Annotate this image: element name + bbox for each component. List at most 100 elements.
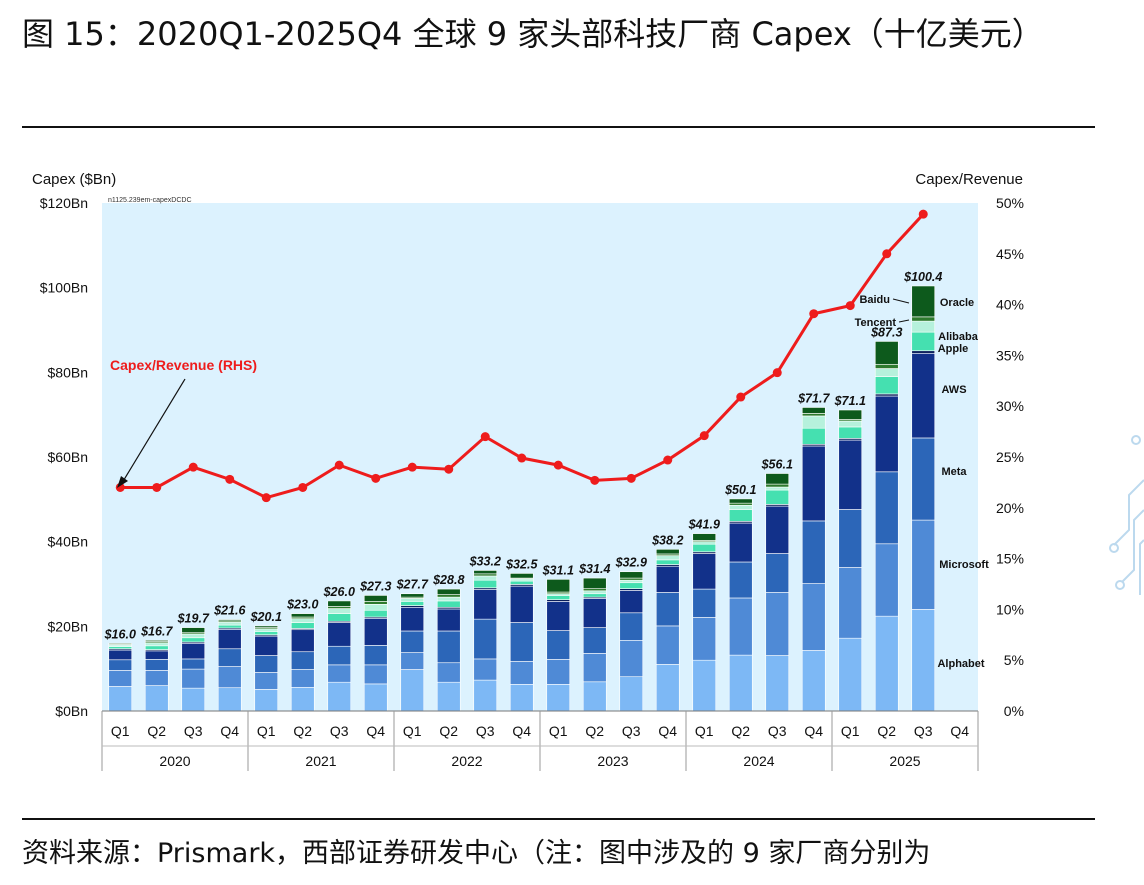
ratio-point — [444, 464, 454, 474]
y-tick-right: 5% — [1004, 652, 1024, 668]
total-labels: $16.0 $16.7 $19.7$21.6 $20.1 $23.0 $26.0 $27.3… — [104, 270, 943, 641]
total-label: $27.3 — [359, 579, 391, 593]
bar-segment-tencent — [509, 578, 534, 582]
ratio-point — [736, 392, 746, 402]
bar-segment-alphabet — [181, 687, 206, 712]
bar-segment-alphabet — [692, 659, 717, 712]
bar-segment-oracle — [546, 579, 571, 593]
x-tick-quarter: Q4 — [220, 723, 239, 739]
x-tick-quarter: Q3 — [914, 723, 933, 739]
capex-revenue-line — [115, 209, 928, 503]
x-tick-quarter: Q2 — [877, 723, 896, 739]
bar-segment-alphabet — [363, 683, 388, 712]
bar-segment-aws — [217, 628, 242, 650]
bar-segment-meta — [509, 622, 534, 662]
bar-segment-alphabet — [911, 609, 936, 712]
y-tick-right: 20% — [996, 500, 1024, 516]
series-label-apple: Apple — [938, 343, 969, 355]
bar-segment-tencent — [582, 590, 607, 595]
series-label-microsoft: Microsoft — [939, 559, 989, 571]
bar-segment-alibaba — [692, 543, 717, 553]
bar-segment-aws — [582, 598, 607, 628]
bar-segment-meta — [619, 612, 644, 641]
y-tick-left: $0Bn — [55, 703, 88, 719]
bar-segment-tencent — [473, 575, 498, 581]
bar-segment-tencent — [619, 579, 644, 584]
bar-segment-alphabet — [254, 689, 279, 712]
bar-segment-tencent — [838, 420, 863, 428]
bar-segment-tencent — [144, 642, 169, 647]
bar-segment-alibaba — [473, 579, 498, 589]
ratio-point — [517, 453, 527, 463]
arrow-head — [117, 476, 128, 488]
bar-segment-tencent — [436, 596, 461, 602]
bar-segment-microsoft — [400, 652, 425, 670]
corner-note: n1125.239em-capexDCDC — [108, 197, 192, 204]
ratio-point — [772, 368, 782, 378]
bar-segment-tencent — [801, 415, 826, 429]
bar-segment-oracle — [473, 570, 498, 575]
bar-segment-aws — [181, 642, 206, 660]
bar-segment-meta — [473, 618, 498, 660]
y-tick-right: 50% — [996, 195, 1024, 211]
bar-segment-tencent — [327, 608, 352, 614]
bar-segment-alphabet — [436, 681, 461, 712]
bar-segment-alibaba — [655, 559, 680, 565]
bar-segment-meta — [108, 659, 133, 671]
x-tick-quarter: Q3 — [184, 723, 203, 739]
bar-segment-meta — [363, 645, 388, 666]
series-label-aws: AWS — [941, 384, 966, 396]
bar-segment-tencent — [728, 504, 753, 510]
bar-segment-oracle — [509, 573, 534, 579]
total-label: $16.0 — [104, 627, 136, 641]
bar-segment-alibaba — [728, 509, 753, 522]
bar-segment-microsoft — [436, 662, 461, 683]
ratio-point — [553, 460, 563, 470]
bar-segment-aws — [290, 629, 315, 653]
total-label: $32.9 — [615, 556, 647, 570]
bar-segment-alphabet — [144, 685, 169, 712]
bar-segment-aws — [655, 565, 680, 593]
x-tick-quarter: Q2 — [147, 723, 166, 739]
x-tick-year: 2025 — [889, 753, 920, 769]
total-label: $21.6 — [213, 604, 246, 618]
bar-segment-microsoft — [582, 653, 607, 683]
bar-segment-aws — [728, 522, 753, 563]
bar-segment-aws — [509, 585, 534, 623]
ratio-point — [626, 473, 636, 483]
bar-segment-alibaba — [546, 595, 571, 600]
bar-segment-alibaba — [765, 489, 790, 505]
x-tick-quarter: Q3 — [622, 723, 641, 739]
y-tick-left: $20Bn — [48, 618, 88, 634]
total-label: $50.1 — [724, 483, 756, 497]
total-label: $87.3 — [870, 325, 902, 339]
bar-segment-meta — [217, 648, 242, 667]
total-label: $27.7 — [396, 578, 429, 592]
x-tick-quarter: Q2 — [731, 723, 750, 739]
ratio-point — [845, 301, 855, 311]
bar-segment-aws — [546, 601, 571, 631]
bar-segment-alphabet — [217, 687, 242, 712]
bar-segment-baidu — [619, 577, 644, 581]
x-tick-quarter: Q3 — [330, 723, 349, 739]
x-tick-quarter: Q1 — [695, 723, 714, 739]
bar-segment-oracle — [728, 498, 753, 504]
bar-segment-meta — [181, 658, 206, 670]
total-label: $19.7 — [177, 612, 210, 626]
source-note: 资料来源：Prismark，西部证券研发中心（注：图中涉及的 9 家厂商分别为 — [22, 838, 931, 869]
x-tick-year: 2023 — [597, 753, 628, 769]
bar-segment-alphabet — [327, 681, 352, 712]
bar-segment-meta — [874, 471, 899, 545]
bar-segment-alibaba — [108, 646, 133, 650]
bar-segment-oracle — [254, 625, 279, 628]
total-label: $38.2 — [651, 533, 683, 547]
bar-segment-alibaba — [619, 582, 644, 589]
bar-segment-microsoft — [728, 597, 753, 656]
bar-segment-microsoft — [509, 661, 534, 685]
ratio-point — [334, 460, 344, 470]
bar-segment-meta — [327, 645, 352, 666]
bar-segment-meta — [254, 655, 279, 673]
bar-segment-aws — [108, 649, 133, 661]
bar-segment-baidu — [765, 483, 790, 488]
bar-segment-apple — [911, 350, 936, 354]
